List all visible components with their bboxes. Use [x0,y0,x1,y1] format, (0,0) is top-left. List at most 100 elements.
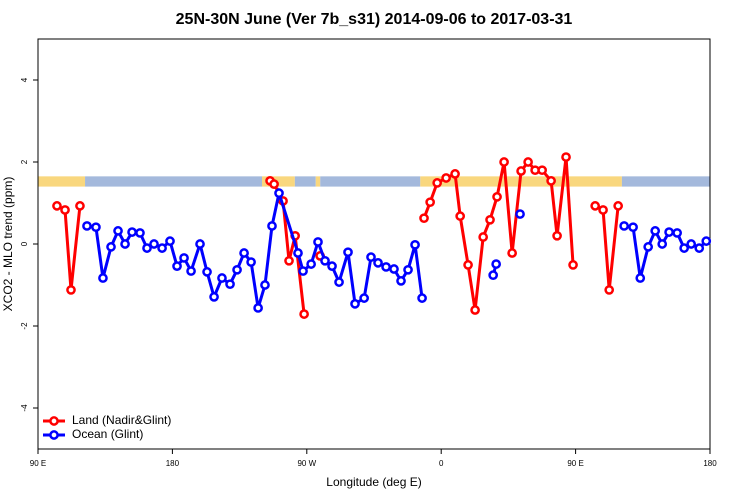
data-point [327,261,337,271]
data-point [298,266,308,276]
legend-marker [49,430,59,440]
data-point [679,243,690,253]
data-point [195,239,205,249]
data-point [491,259,502,269]
data-point [179,253,189,263]
x-tick-label: 180 [703,459,717,468]
surface-band [38,176,86,187]
y-tick-label: 0 [20,241,29,246]
plot-frame [37,38,711,450]
x-tick-label: 90 E [30,459,46,468]
chart-title: 25N-30N June (Ver 7b_s31) 2014-09-06 to … [176,11,573,28]
data-point [425,197,435,208]
data-point [485,214,495,225]
data-point [82,221,92,231]
data-point [694,243,705,253]
data-point [478,232,489,242]
data-point [381,262,391,272]
data-point [450,169,460,179]
data-point [253,303,263,313]
data-point [113,226,123,236]
data-point [320,255,330,266]
data-point [313,237,323,247]
data-point [455,211,466,221]
data-point [552,230,562,241]
legend-label: Land (Nadir&Glint) [72,413,171,427]
surface-band [85,176,262,187]
data-point [52,201,62,211]
data-point [417,293,427,303]
data-point [359,293,369,303]
data-point [274,188,284,199]
data-point [523,157,533,167]
data-point [269,179,279,189]
data-point [463,260,473,270]
legend-label: Ocean (Glint) [72,427,143,441]
legend-marker [49,416,59,426]
data-point [350,299,360,309]
data-point [657,239,668,249]
data-point [98,273,108,283]
data-point [561,152,571,162]
series-line [56,204,82,291]
data-point [284,255,294,266]
y-tick-label: -4 [20,404,29,412]
series-line [594,204,620,291]
x-axis-label: Longitude (deg E) [326,475,421,489]
data-point [664,227,674,237]
data-point [643,242,654,252]
data-point [239,248,249,258]
data-point [75,201,85,211]
x-tick-label: 180 [166,459,180,468]
data-point [260,280,270,290]
data-point [66,285,76,295]
data-point [701,236,712,246]
data-point [293,248,303,258]
surface-band [294,176,316,187]
data-point [568,260,578,270]
data-point [419,213,429,224]
data-point [135,228,145,238]
data-point [628,222,638,233]
surface-band [315,176,321,187]
data-point [165,236,175,246]
data-point [515,209,525,219]
y-axis-label: XCO2 - MLO trend (ppm) [1,177,15,312]
data-point [225,279,235,290]
data-point [373,258,383,268]
data-point [619,221,629,231]
data-point [686,239,697,249]
y-tick-label: 2 [20,159,29,164]
data-point [299,309,309,319]
surface-band [320,176,421,187]
data-point [106,242,116,252]
data-point [499,157,509,167]
x-tick-label: 0 [439,459,444,468]
data-point [537,165,547,176]
data-point [157,243,167,253]
data-point [246,257,256,267]
data-point [488,270,499,281]
data-point [232,264,242,275]
data-point [366,252,376,262]
surface-band [621,176,710,187]
data-point [396,276,406,286]
data-point [470,305,480,315]
data-point [120,239,130,249]
data-point [546,176,556,186]
data-point [389,264,399,274]
data-point [202,267,212,277]
data-point [149,239,159,249]
data-point [604,285,615,295]
data-point [635,273,646,283]
data-point [142,243,152,253]
y-tick-label: -2 [20,322,29,330]
data-point [186,266,196,276]
data-point [590,201,601,211]
data-point [343,247,353,258]
data-point [650,226,661,236]
data-point [334,277,344,287]
x-tick-label: 90 E [567,459,583,468]
x-tick-label: 90 W [297,459,316,468]
